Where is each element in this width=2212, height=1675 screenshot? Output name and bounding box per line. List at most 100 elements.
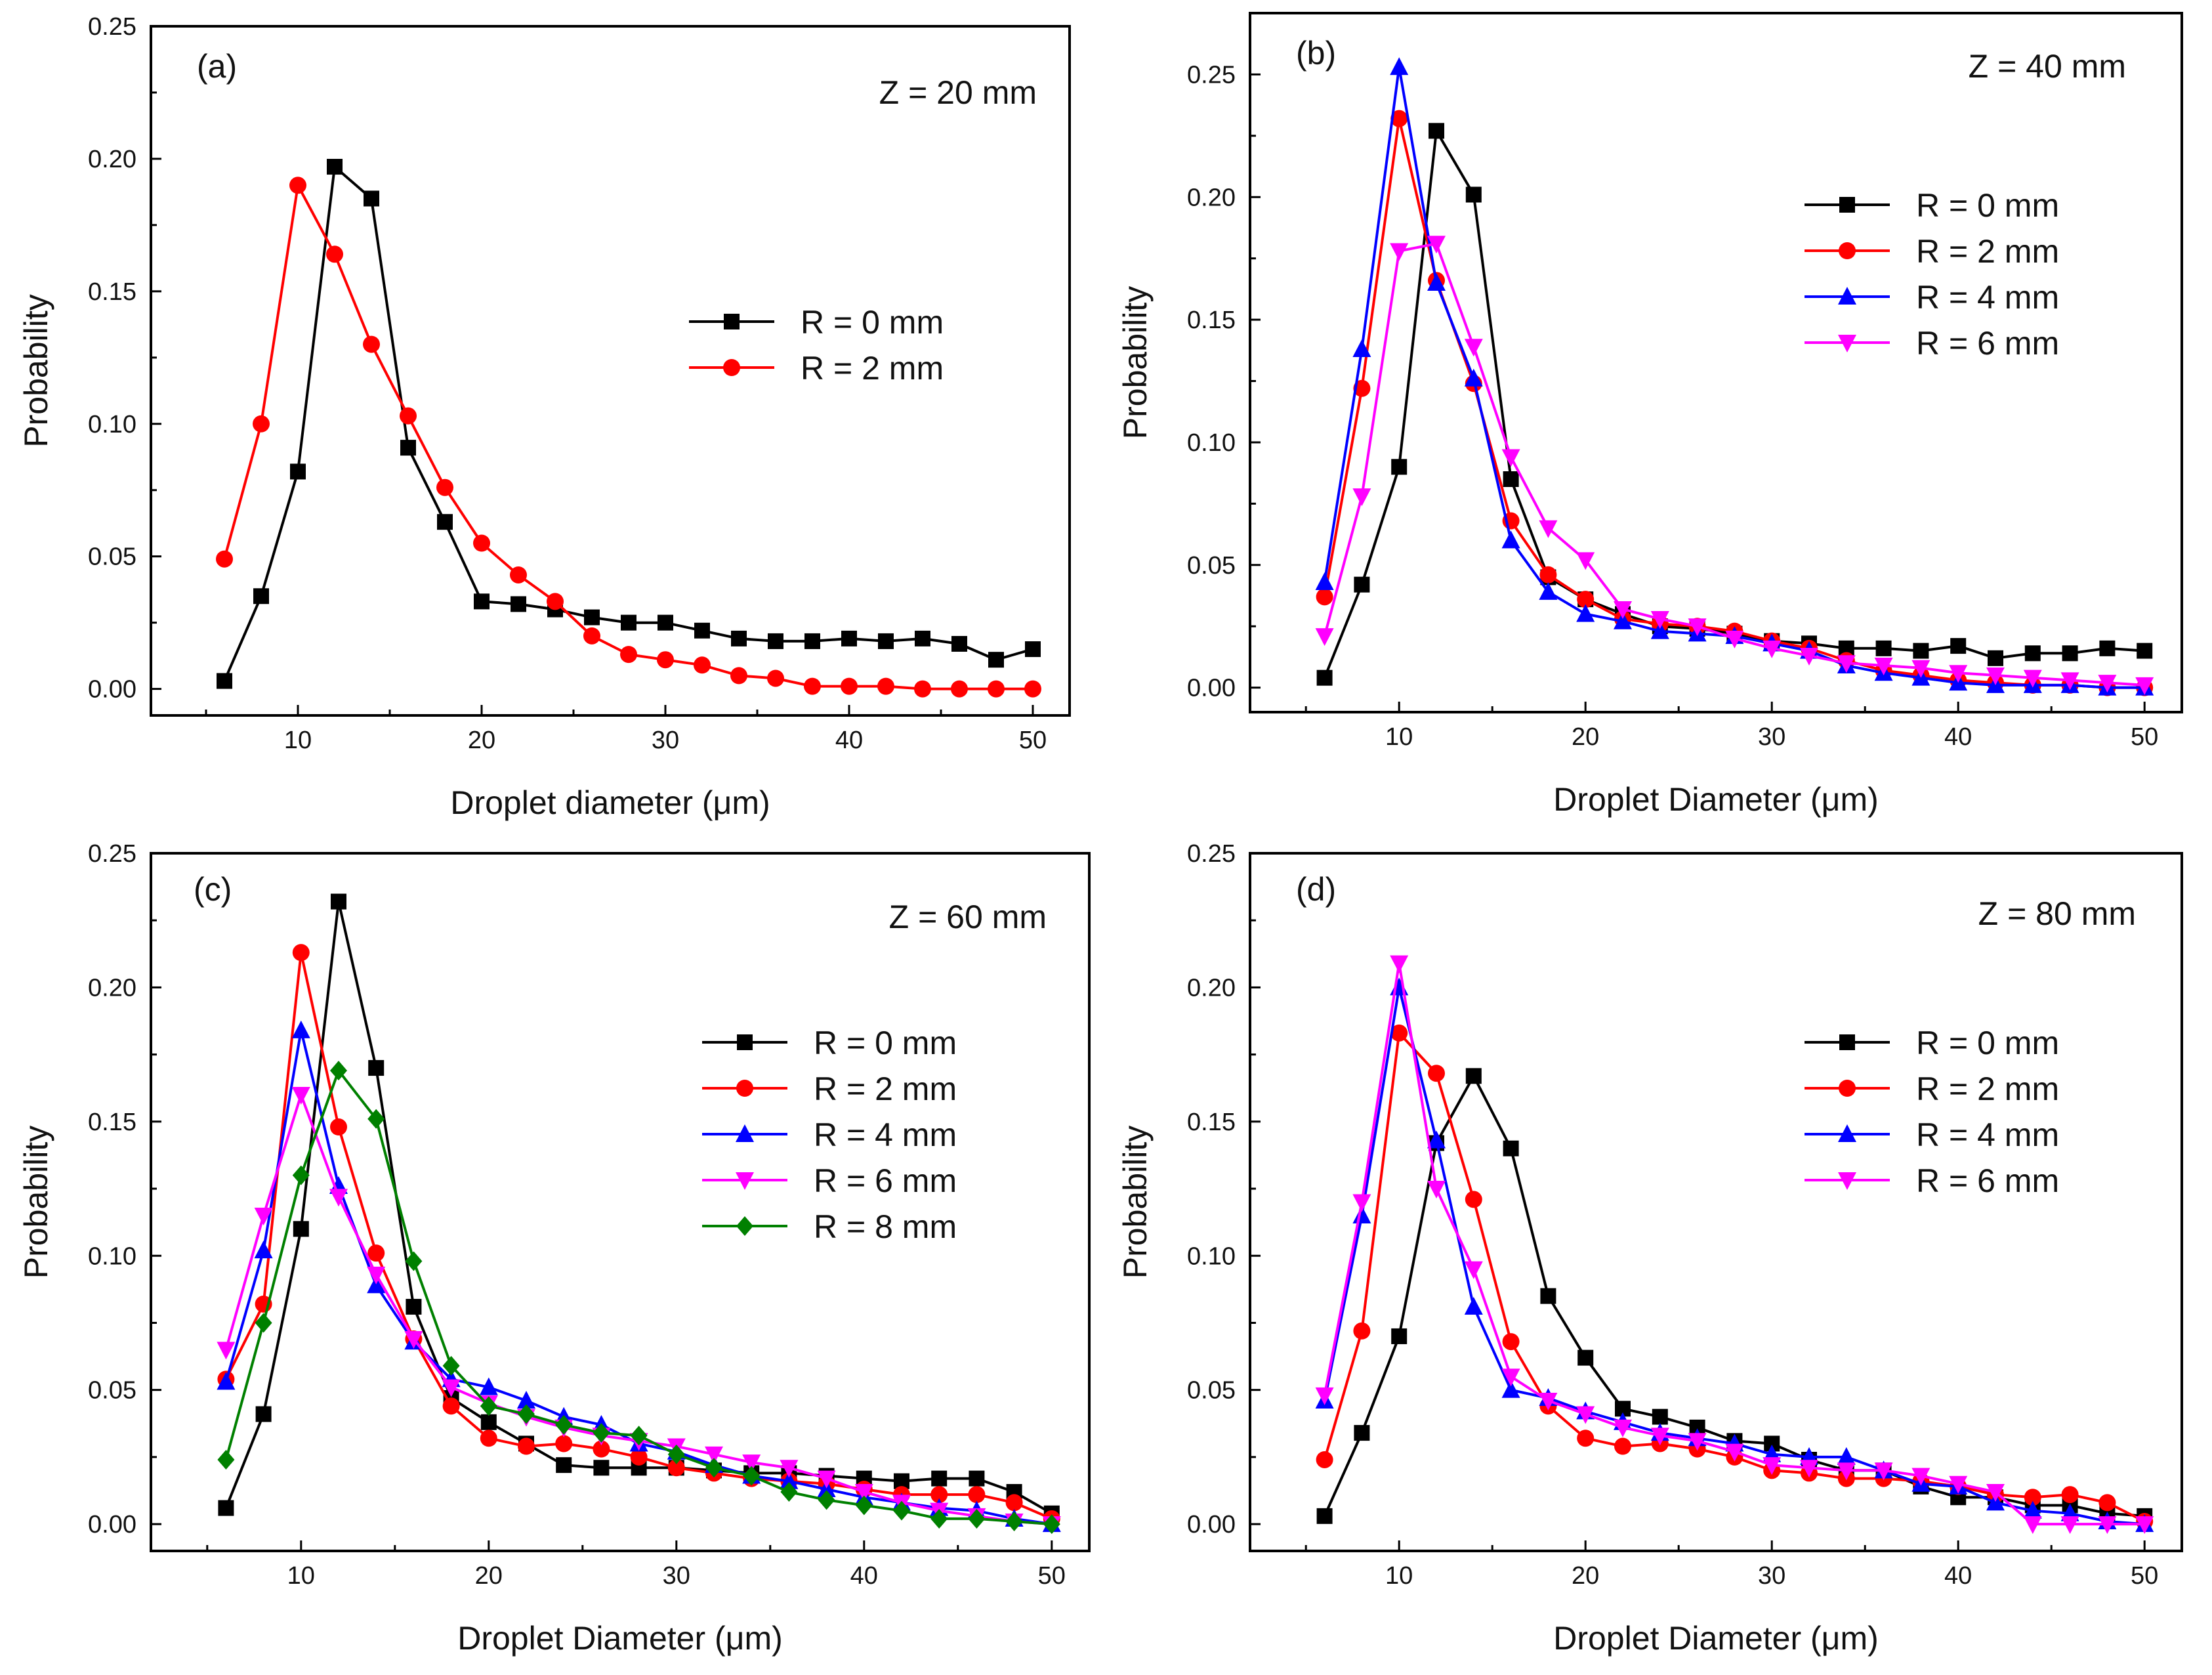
data-point bbox=[621, 614, 636, 631]
data-point bbox=[1539, 1393, 1558, 1411]
y-tick-label: 0.25 bbox=[1187, 61, 1236, 89]
legend-label: R = 6 mm bbox=[1916, 1162, 2059, 1199]
data-point bbox=[931, 1470, 948, 1487]
legend-item: R = 6 mm bbox=[1805, 1162, 2059, 1199]
data-point bbox=[480, 1414, 497, 1430]
data-point bbox=[878, 633, 894, 649]
data-point bbox=[1352, 1205, 1371, 1223]
legend-item: R = 0 mm bbox=[702, 1025, 957, 1061]
data-point bbox=[555, 1414, 573, 1435]
legend-label: R = 2 mm bbox=[1916, 1071, 2059, 1107]
data-point bbox=[437, 514, 453, 530]
data-point bbox=[1427, 273, 1446, 291]
data-point bbox=[630, 1448, 648, 1466]
legend-marker bbox=[1839, 242, 1856, 259]
data-point bbox=[2062, 645, 2078, 662]
legend-marker bbox=[723, 359, 740, 376]
x-tick-label: 30 bbox=[652, 727, 679, 754]
data-point bbox=[289, 177, 306, 194]
data-point bbox=[767, 669, 784, 687]
data-point bbox=[1353, 379, 1371, 397]
series-line bbox=[224, 901, 1053, 1515]
data-point bbox=[1352, 339, 1371, 357]
legend-label: R = 0 mm bbox=[1916, 187, 2059, 224]
data-point bbox=[1540, 1288, 1556, 1304]
data-point bbox=[630, 1426, 648, 1446]
data-point bbox=[404, 1331, 423, 1349]
y-tick-label: 0.20 bbox=[88, 146, 136, 173]
data-point bbox=[2023, 669, 2042, 688]
x-tick-label: 20 bbox=[475, 1562, 503, 1590]
legend-marker bbox=[1838, 1124, 1856, 1142]
legend-label: R = 4 mm bbox=[1916, 1116, 2059, 1153]
data-point bbox=[216, 550, 233, 568]
data-point bbox=[2061, 1486, 2079, 1504]
data-point bbox=[474, 593, 490, 610]
x-tick-label: 10 bbox=[287, 1562, 315, 1590]
legend-marker bbox=[1839, 197, 1855, 213]
legend-marker bbox=[1839, 1080, 1856, 1097]
data-point bbox=[436, 478, 453, 496]
data-point bbox=[547, 593, 564, 610]
data-point bbox=[1614, 601, 1632, 620]
data-point bbox=[364, 190, 379, 207]
y-tick-label: 0.15 bbox=[88, 278, 136, 306]
data-point bbox=[1725, 630, 1744, 648]
data-point bbox=[2023, 1500, 2042, 1519]
y-tick-label: 0.05 bbox=[1187, 552, 1236, 580]
y-tick-label: 0.10 bbox=[88, 411, 136, 438]
data-point bbox=[1024, 680, 1041, 698]
legend-label: R = 6 mm bbox=[1916, 325, 2059, 362]
legend-marker bbox=[736, 1216, 753, 1236]
data-point bbox=[620, 646, 637, 664]
legend-marker bbox=[736, 1124, 754, 1142]
data-point bbox=[1315, 1387, 1334, 1405]
legend-marker bbox=[736, 1080, 753, 1097]
y-tick-label: 0.25 bbox=[88, 13, 136, 41]
data-point bbox=[330, 1118, 347, 1136]
data-point bbox=[1427, 1181, 1446, 1199]
data-point bbox=[2098, 1494, 2116, 1512]
panel-c: 10 20 30 40 50 0.00 0.05 0.10 0.15 0.20 0.25 Drople… bbox=[18, 840, 1091, 1657]
legend-item: R = 4 mm bbox=[1805, 279, 2059, 316]
x-tick-label: 10 bbox=[284, 727, 312, 754]
series-line bbox=[223, 181, 1033, 690]
data-point bbox=[694, 656, 711, 674]
data-point bbox=[1427, 236, 1446, 254]
legend-label: R = 8 mm bbox=[814, 1208, 957, 1245]
data-point bbox=[1837, 1462, 1856, 1481]
y-axis-title: Probability bbox=[18, 1126, 54, 1279]
data-point bbox=[930, 1486, 948, 1504]
data-point bbox=[1539, 582, 1558, 600]
data-point bbox=[518, 1404, 535, 1424]
x-tick-label: 20 bbox=[1572, 723, 1599, 751]
data-point bbox=[1911, 660, 1930, 678]
data-point bbox=[1465, 1191, 1482, 1208]
y-tick-label: 0.10 bbox=[1187, 429, 1236, 457]
data-point bbox=[1390, 57, 1409, 75]
data-point bbox=[292, 1165, 310, 1185]
data-point bbox=[292, 944, 310, 962]
y-tick-label: 0.20 bbox=[88, 974, 136, 1002]
y-tick-label: 0.00 bbox=[88, 1511, 136, 1538]
x-axis-title: Droplet diameter (μm) bbox=[450, 784, 770, 821]
data-point bbox=[1650, 621, 1669, 639]
data-point bbox=[1391, 1328, 1408, 1344]
legend-marker bbox=[1838, 1172, 1856, 1190]
data-point bbox=[730, 667, 747, 685]
y-tick-label: 0.25 bbox=[88, 840, 136, 868]
data-point bbox=[1352, 1194, 1371, 1212]
z-annotation: Z = 80 mm bbox=[1978, 895, 2136, 932]
data-point bbox=[1427, 1130, 1446, 1149]
legend-label: R = 2 mm bbox=[1916, 233, 2059, 270]
data-point bbox=[742, 1454, 761, 1473]
legend-label: R = 4 mm bbox=[1916, 279, 2059, 316]
data-point bbox=[584, 609, 600, 625]
x-axis-title: Droplet Diameter (μm) bbox=[1553, 1620, 1879, 1657]
data-point bbox=[657, 614, 673, 631]
data-point bbox=[367, 1244, 385, 1262]
data-point bbox=[930, 1508, 948, 1529]
panel-label: (c) bbox=[194, 871, 232, 908]
z-annotation: Z = 60 mm bbox=[889, 899, 1047, 935]
data-point bbox=[583, 627, 600, 645]
